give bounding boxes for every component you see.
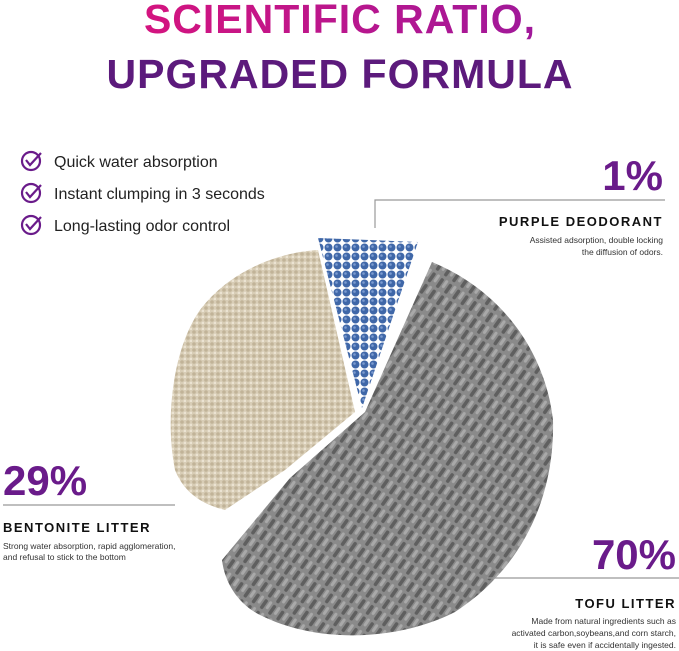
segment-name: TOFU LITTER xyxy=(575,596,676,611)
feature: Quick water absorption xyxy=(54,154,218,171)
feature: Long-lasting odor control xyxy=(54,218,230,235)
title-line: SCIENTIFIC RATIO, xyxy=(144,0,536,42)
percent: 29% xyxy=(3,457,87,504)
description: activated carbon,soybeans,and corn starc… xyxy=(512,628,676,638)
description: it is safe even if accidentally ingested… xyxy=(534,640,676,650)
feature-list: Quick water absorption Instant clumping … xyxy=(20,150,265,236)
percent: 70% xyxy=(592,531,676,578)
pie-image xyxy=(170,238,554,636)
description: the diffusion of odors. xyxy=(582,247,663,257)
leader-line xyxy=(374,199,665,228)
percent: 1% xyxy=(602,152,663,199)
description: Strong water absorption, rapid agglomera… xyxy=(3,541,175,551)
segment-name: PURPLE DEODORANT xyxy=(499,214,663,229)
segment-name: BENTONITE LITTER xyxy=(3,520,151,535)
feature: Instant clumping in 3 seconds xyxy=(54,186,265,203)
description: Made from natural ingredients such as xyxy=(531,616,676,626)
description: and refusal to stick to the bottom xyxy=(3,552,126,562)
title-line: UPGRADED FORMULA xyxy=(107,51,574,97)
description: Assisted adsorption, double locking xyxy=(530,235,664,245)
